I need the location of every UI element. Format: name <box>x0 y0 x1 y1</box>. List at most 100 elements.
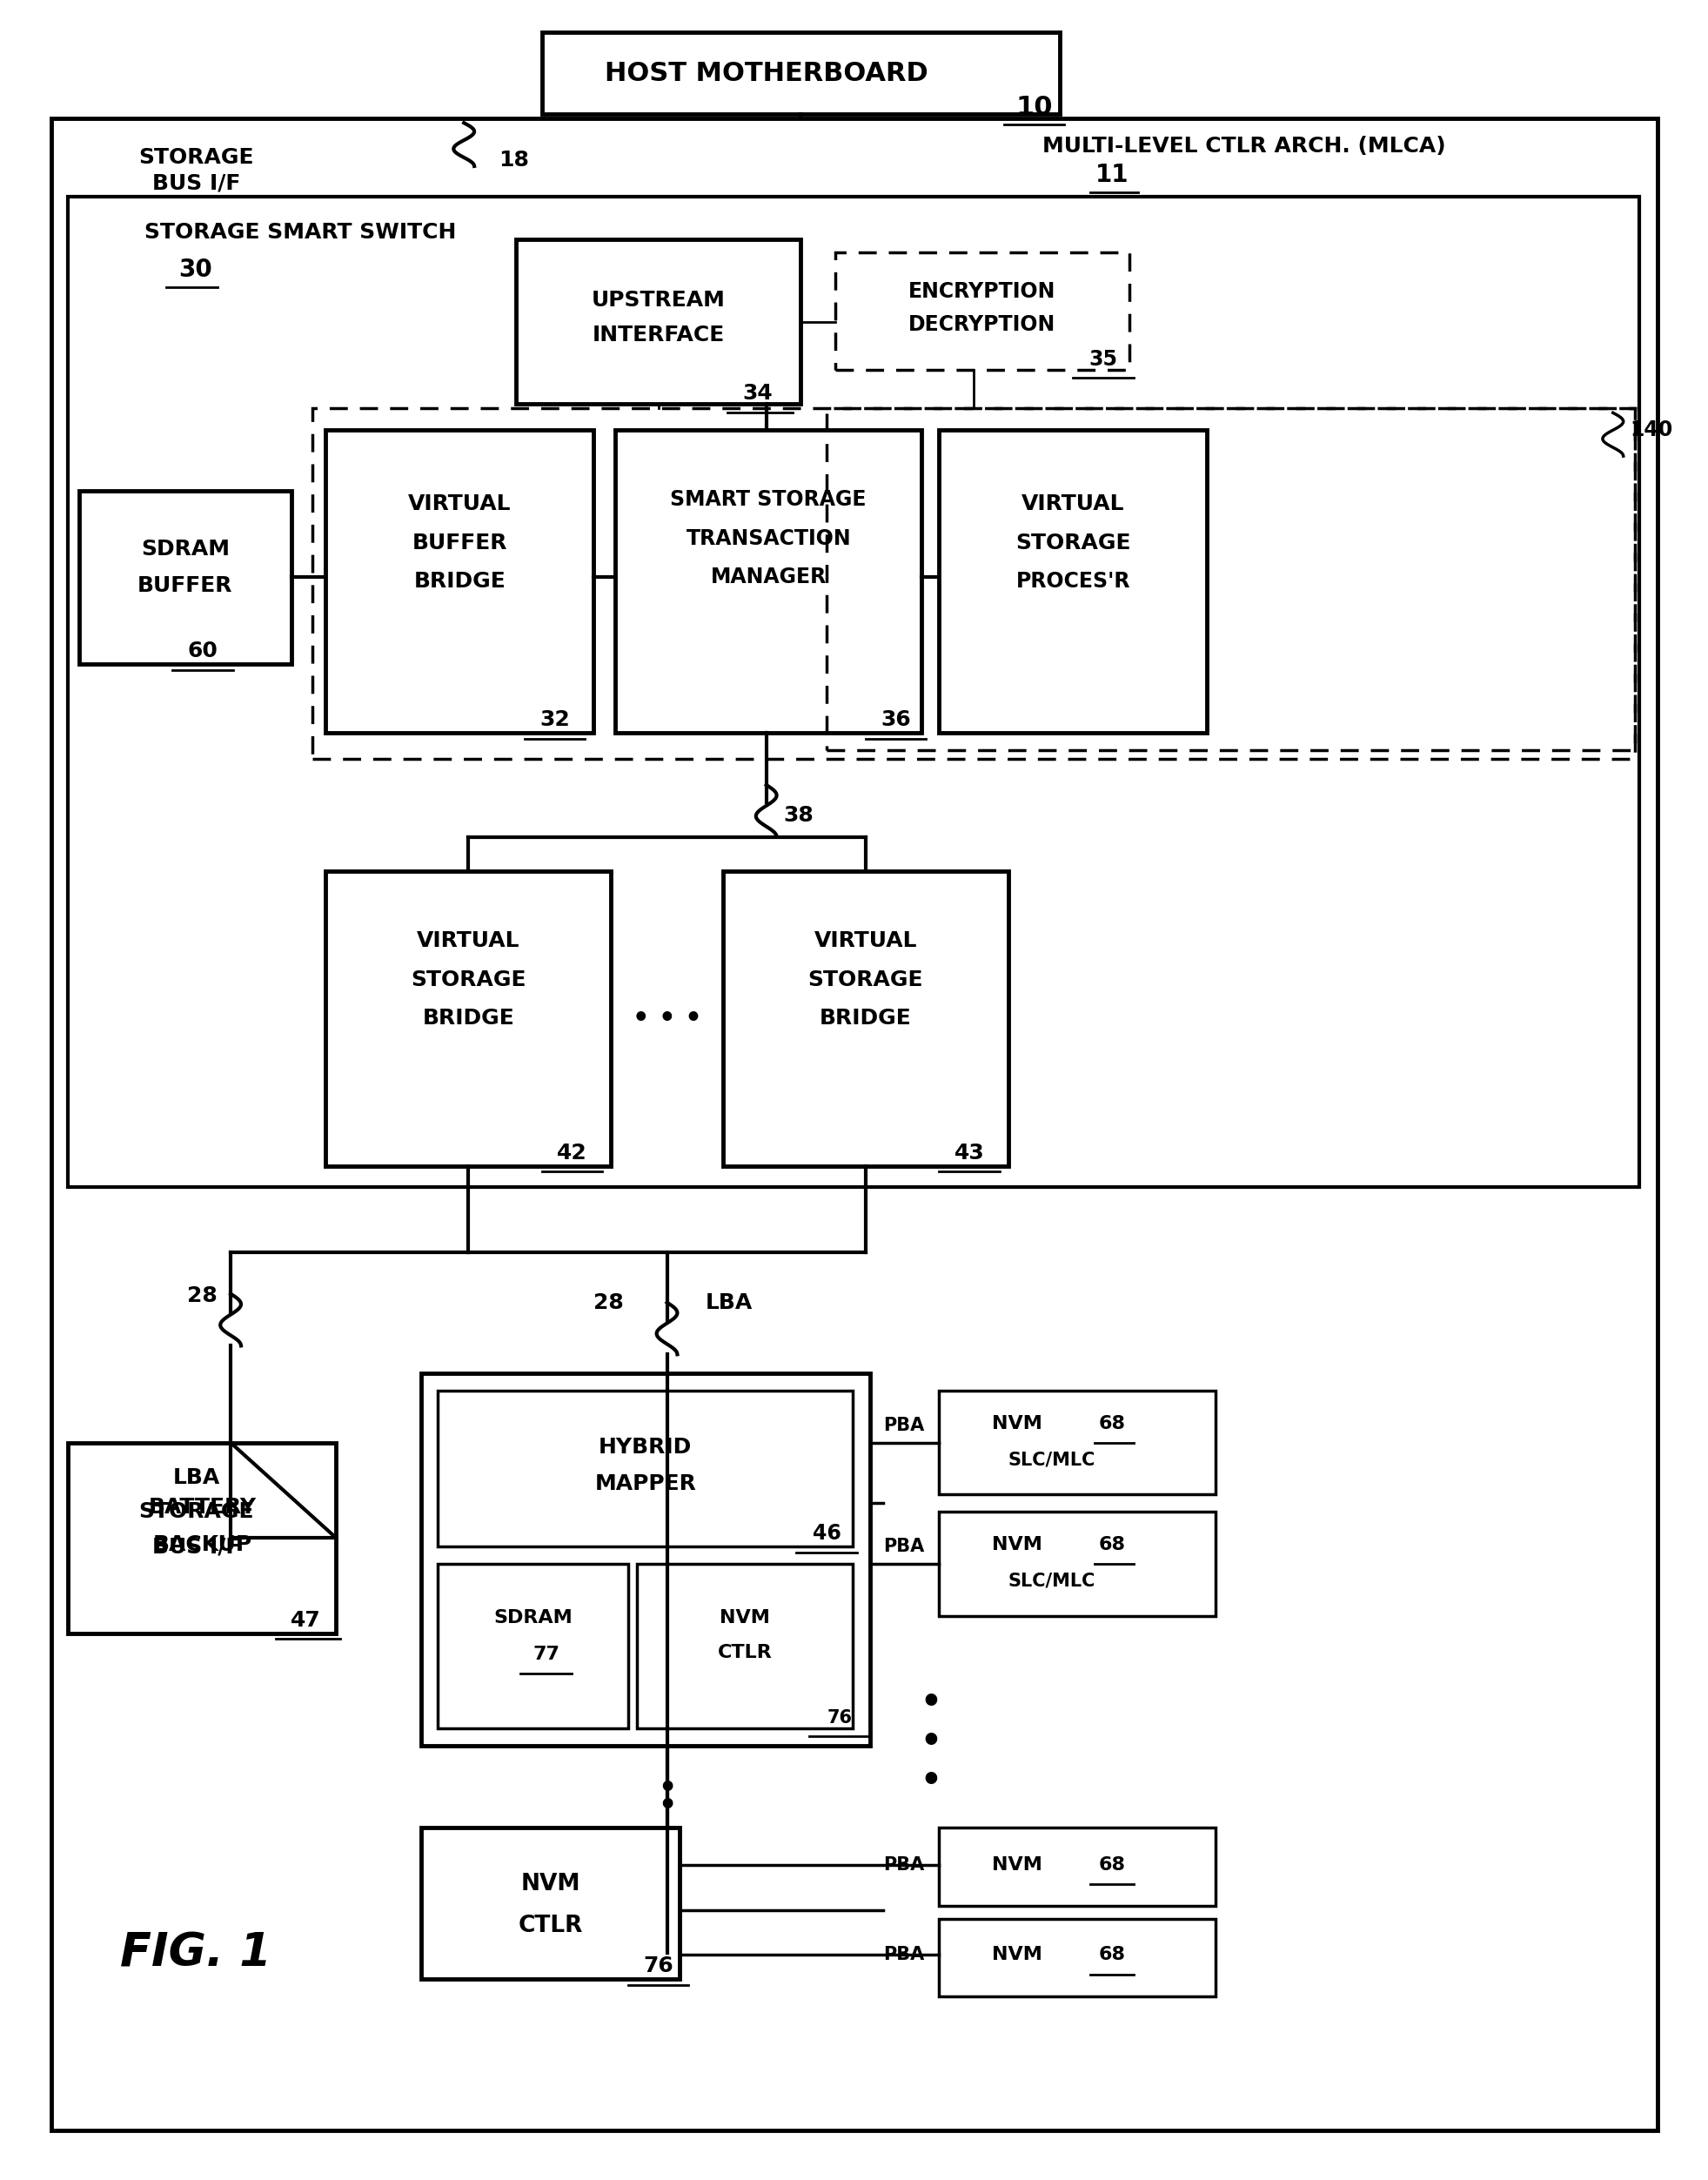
Text: SMART STORAGE: SMART STORAGE <box>670 488 866 510</box>
Text: BATTERY: BATTERY <box>149 1498 256 1517</box>
Text: 68: 68 <box>1098 1857 1126 1873</box>
Bar <box>68 1443 336 1633</box>
Bar <box>939 1391 1216 1495</box>
Text: NVM: NVM <box>992 1857 1042 1873</box>
Text: CTLR: CTLR <box>518 1914 582 1936</box>
Text: STORAGE SMART SWITCH: STORAGE SMART SWITCH <box>143 222 456 244</box>
Bar <box>68 196 1640 1188</box>
Text: DECRYPTION: DECRYPTION <box>909 314 1056 336</box>
Bar <box>615 429 922 732</box>
Bar <box>939 1918 1216 1997</box>
Text: PROCES'R: PROCES'R <box>1016 571 1131 593</box>
Text: VIRTUAL: VIRTUAL <box>408 493 511 514</box>
Text: • • •: • • • <box>632 1005 702 1031</box>
Bar <box>835 253 1129 371</box>
Text: BRIDGE: BRIDGE <box>422 1007 514 1029</box>
Text: 76: 76 <box>827 1709 852 1727</box>
Text: HYBRID: HYBRID <box>600 1437 692 1458</box>
Bar <box>939 1513 1216 1615</box>
Text: ENCRYPTION: ENCRYPTION <box>909 281 1056 303</box>
Text: HOST MOTHERBOARD: HOST MOTHERBOARD <box>605 61 927 85</box>
Text: NVM: NVM <box>992 1537 1042 1554</box>
Text: NVM: NVM <box>521 1873 581 1894</box>
Text: 47: 47 <box>290 1609 321 1631</box>
Text: 30: 30 <box>179 257 212 281</box>
Text: NVM: NVM <box>719 1609 770 1626</box>
Text: 68: 68 <box>1098 1415 1126 1432</box>
Bar <box>637 1563 852 1729</box>
Text: STORAGE: STORAGE <box>808 970 924 990</box>
Text: 11: 11 <box>1095 164 1129 187</box>
Bar <box>516 240 801 403</box>
Text: •: • <box>658 1792 676 1820</box>
Text: 10: 10 <box>1016 94 1052 120</box>
Text: NVM: NVM <box>992 1415 1042 1432</box>
Text: 76: 76 <box>644 1955 673 1977</box>
Text: BUFFER: BUFFER <box>412 532 507 554</box>
Text: 77: 77 <box>533 1646 560 1663</box>
Text: STORAGE: STORAGE <box>1015 532 1131 554</box>
Text: PBA: PBA <box>883 1857 924 1873</box>
Text: 32: 32 <box>540 708 570 730</box>
Text: 46: 46 <box>813 1524 840 1543</box>
Text: SLC/MLC: SLC/MLC <box>1008 1452 1095 1469</box>
Text: STORAGE: STORAGE <box>138 146 254 168</box>
Bar <box>827 408 1635 750</box>
Bar <box>420 1373 869 1746</box>
Text: 18: 18 <box>499 150 529 170</box>
Text: BUFFER: BUFFER <box>138 576 232 597</box>
Text: 34: 34 <box>743 384 772 403</box>
Text: VIRTUAL: VIRTUAL <box>1021 493 1124 514</box>
Text: SDRAM: SDRAM <box>494 1609 572 1626</box>
Text: STORAGE: STORAGE <box>410 970 526 990</box>
Bar <box>326 429 593 732</box>
Text: VIRTUAL: VIRTUAL <box>815 931 917 950</box>
Text: PBA: PBA <box>883 1417 924 1434</box>
Text: LBA: LBA <box>705 1293 753 1312</box>
Bar <box>80 490 290 663</box>
Text: TRANSACTION: TRANSACTION <box>687 528 851 549</box>
Text: MAPPER: MAPPER <box>594 1474 697 1495</box>
Text: SDRAM: SDRAM <box>142 538 229 560</box>
Text: BUS I/F: BUS I/F <box>152 1537 241 1557</box>
Text: INTERFACE: INTERFACE <box>593 325 724 344</box>
Text: •: • <box>919 1685 941 1718</box>
Bar <box>313 408 1635 759</box>
Text: 60: 60 <box>188 641 217 661</box>
Text: 43: 43 <box>955 1142 984 1164</box>
Text: CTLR: CTLR <box>717 1644 772 1661</box>
Bar <box>722 872 1008 1166</box>
Text: LBA: LBA <box>173 1467 220 1487</box>
Bar <box>420 1827 680 1979</box>
Bar <box>939 429 1208 732</box>
Bar <box>541 33 1061 113</box>
Text: •: • <box>658 1775 676 1803</box>
Bar <box>939 1827 1216 1905</box>
Text: MANAGER: MANAGER <box>711 567 827 589</box>
Text: 35: 35 <box>1090 349 1117 371</box>
Text: 68: 68 <box>1098 1537 1126 1554</box>
Text: STORAGE: STORAGE <box>138 1502 254 1522</box>
Text: 38: 38 <box>784 804 813 826</box>
Bar <box>437 1563 629 1729</box>
Text: PBA: PBA <box>883 1947 924 1964</box>
Text: 28: 28 <box>593 1293 623 1312</box>
Text: FIG. 1: FIG. 1 <box>120 1931 272 1975</box>
Text: SLC/MLC: SLC/MLC <box>1008 1572 1095 1589</box>
Text: BRIDGE: BRIDGE <box>413 571 506 593</box>
Text: MULTI-LEVEL CTLR ARCH. (MLCA): MULTI-LEVEL CTLR ARCH. (MLCA) <box>1044 135 1447 157</box>
Text: UPSTREAM: UPSTREAM <box>591 290 726 312</box>
Text: 42: 42 <box>557 1142 588 1164</box>
Bar <box>326 872 611 1166</box>
Text: BUS I/F: BUS I/F <box>152 172 241 194</box>
Text: 68: 68 <box>1098 1947 1126 1964</box>
Text: 140: 140 <box>1629 421 1674 440</box>
Text: VIRTUAL: VIRTUAL <box>417 931 519 950</box>
Bar <box>437 1391 852 1546</box>
Text: BRIDGE: BRIDGE <box>820 1007 912 1029</box>
Text: PBA: PBA <box>883 1537 924 1554</box>
Text: •: • <box>919 1764 941 1796</box>
Text: 36: 36 <box>881 708 910 730</box>
Text: NVM: NVM <box>992 1947 1042 1964</box>
Text: •: • <box>919 1724 941 1757</box>
